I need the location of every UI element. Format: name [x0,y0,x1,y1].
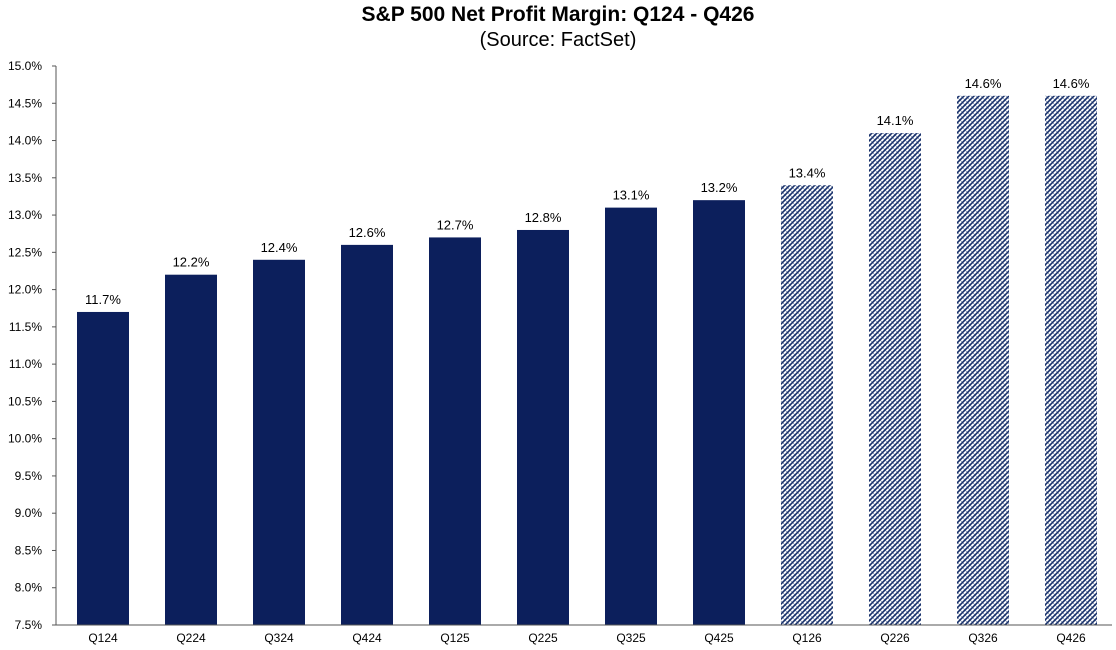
x-axis: Q124 Q224 Q324 Q424 Q125 Q225 Q325 Q425 Q126 Q226… [56,624,1112,645]
bar-estimate-overlay [869,133,921,625]
bar-estimate-overlay [1045,95,1097,625]
bar-actual [77,311,129,625]
y-tick-label: 11.0% [9,357,42,371]
bar-actual [253,259,305,625]
data-label: 14.1% [877,113,914,128]
y-tick-label: 10.0% [8,432,42,446]
data-label: 12.8% [525,210,562,225]
x-tick-label: Q126 [792,631,822,645]
x-tick-label: Q224 [176,631,206,645]
y-tick-label: 12.0% [8,283,42,297]
data-label: 13.1% [613,188,650,203]
x-tick-label: Q326 [968,631,998,645]
data-label: 14.6% [965,76,1002,91]
y-tick-label: 9.0% [15,506,43,520]
y-tick-label: 9.5% [15,469,43,483]
bar-actual [605,207,657,625]
y-tick-label: 14.0% [8,134,42,148]
x-tick-label: Q425 [704,631,734,645]
data-label: 13.4% [789,165,826,180]
y-tick-label: 7.5% [15,618,43,632]
data-label: 14.6% [1053,76,1090,91]
data-label: 12.2% [173,255,210,270]
x-tick-label: Q125 [440,631,470,645]
bar-estimate-overlay [781,185,833,625]
bar-actual [517,229,569,625]
y-tick-label: 10.5% [8,394,42,408]
x-tick-label: Q325 [616,631,646,645]
y-tick-label: 13.0% [8,208,42,222]
y-axis: 7.5% 8.0% 8.5% 9.0% 9.5% 10.0% 10.5% 11.0% 11.5%… [8,59,57,632]
data-label: 12.7% [437,217,474,232]
bar-actual [429,237,481,625]
data-label: 12.4% [261,240,298,255]
x-tick-label: Q225 [528,631,558,645]
chart-subtitle: (Source: FactSet) [479,29,637,51]
bar-actual [165,274,217,625]
bar-estimate-overlay [957,95,1009,625]
chart-title-block: S&P 500 Net Profit Margin: Q124 - Q426 (… [0,2,1116,52]
y-tick-label: 14.5% [8,96,42,110]
data-label: 13.2% [701,180,738,195]
x-tick-label: Q424 [352,631,382,645]
x-tick-label: Q226 [880,631,910,645]
y-tick-label: 8.0% [15,581,43,595]
x-tick-label: Q124 [88,631,118,645]
data-label: 12.6% [349,225,386,240]
y-tick-label: 12.5% [8,245,42,259]
chart-title: S&P 500 Net Profit Margin: Q124 - Q426 [361,3,755,26]
y-tick-label: 8.5% [15,543,43,557]
y-tick-label: 11.5% [9,320,42,334]
x-tick-label: Q426 [1056,631,1086,645]
data-label: 11.7% [85,292,121,307]
x-tick-label: Q324 [264,631,294,645]
y-tick-label: 13.5% [8,171,42,185]
bar-actual [693,200,745,625]
bars: 11.7% 12.2% 12.4% 12.6% 12.7% 12.8% 13.1% 13.2%… [77,76,1097,625]
y-tick-label: 15.0% [8,59,42,73]
bar-actual [341,244,393,625]
